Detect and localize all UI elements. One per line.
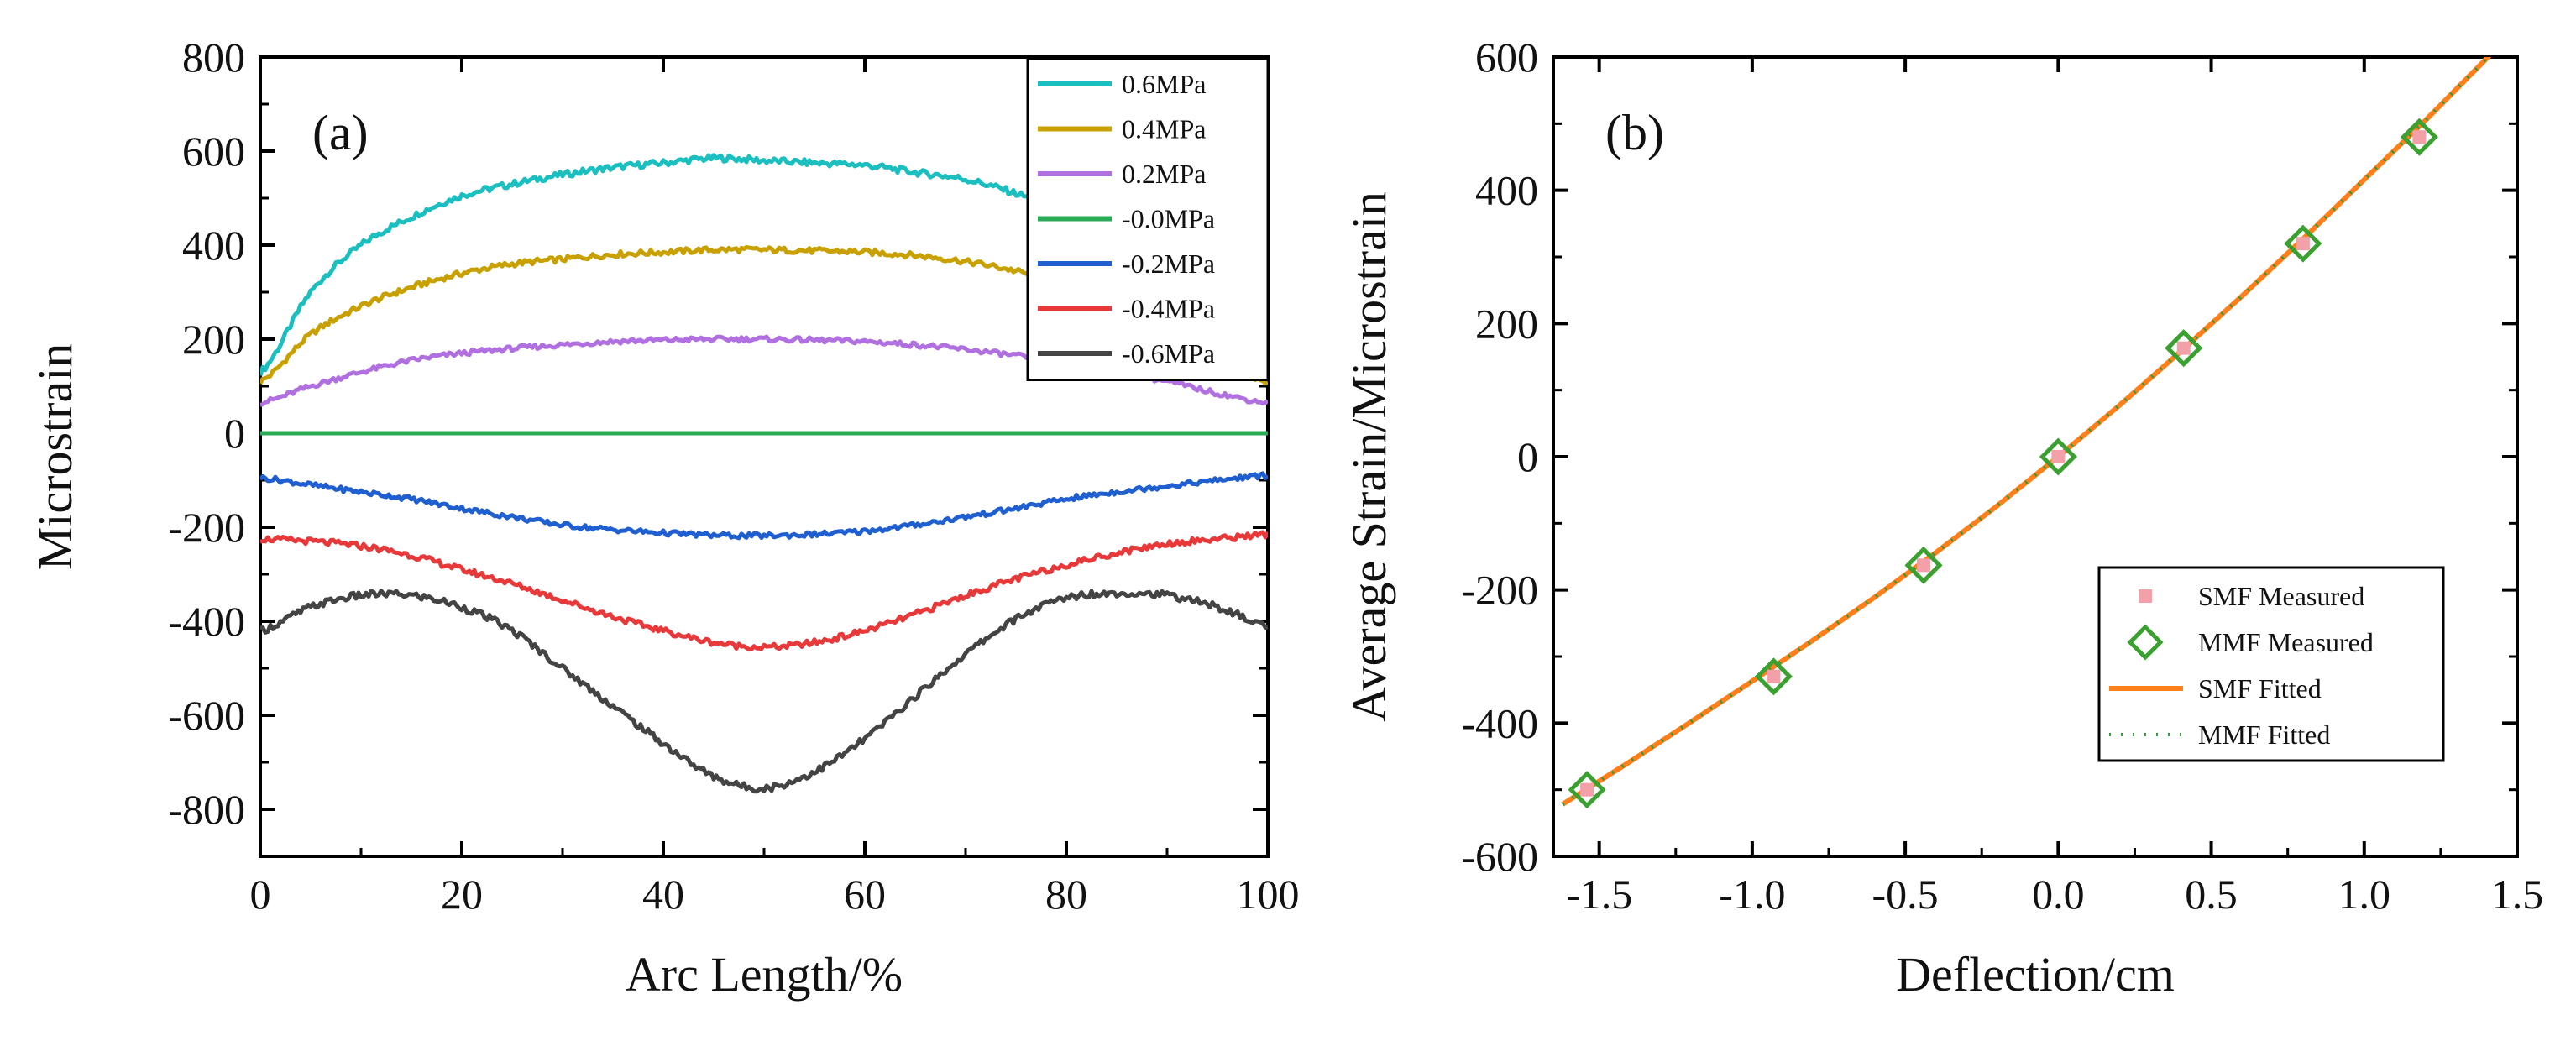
panel-a-x-tick-label: 40 [642,871,684,918]
legend-label-smfmeasured: SMF Measured [2198,581,2364,611]
panel-a-x-tick-label: 80 [1045,871,1087,918]
panel-a-y-tick-label: 200 [182,316,245,363]
legend-label-neg-0-2mpa: -0.2MPa [1122,248,1215,279]
legend-label-0-6mpa: 0.6MPa [1122,69,1206,99]
panel-b-x-tick-label: 0.5 [2185,871,2238,918]
smf-measured-point [1916,558,1930,573]
legend-label-neg-0-4mpa: -0.4MPa [1122,294,1215,324]
panel-b-y-tick-label: 200 [1475,300,1538,347]
panel-a-y-tick-label: -800 [168,786,245,833]
series-line-mmf-fitted [1561,57,2490,806]
panel-b-x-tick-label: -0.5 [1872,871,1939,918]
panel-b-chart: -1.5 -1.0 -0.5 0.0 0.5 1.0 1.5 -600 -400 -200 0 200… [1342,34,2543,1002]
panel-a-y-tick-label: 800 [182,34,245,81]
panel-a-y-tick-label: 0 [224,410,245,457]
panel-a-x-tick-label: 60 [844,871,886,918]
panel-a-y-tick-label: 400 [182,222,245,269]
panel-a-x-tick-label: 100 [1237,871,1300,918]
panel-b-y-tick-label: 400 [1475,167,1538,214]
panel-b-y-tick-label: 0 [1517,433,1538,480]
smf-measured-point [2296,237,2310,251]
smf-measured-point [1767,669,1781,683]
panel-b-x-tick-label: 1.0 [2338,871,2391,918]
mmf-measured-point [1754,657,1793,696]
panel-a-y-tick-label: -400 [168,598,245,645]
panel-b-y-axis-title: Average Strain/Microstrain [1342,191,1396,722]
mmf-measured-point [2400,118,2438,156]
smf-measured-point [2051,450,2066,463]
smf-measured-point [2412,130,2427,144]
smf-measured-point [1580,782,1594,797]
mmf-measured-point [2284,224,2322,263]
panel-b-legend-box [2097,566,2445,762]
legend-label-neg-0-6mpa: -0.6MPa [1122,338,1215,369]
panel-b-x-axis-title: Deflection/cm [1896,947,2175,1002]
legend-swatch-mmf-measured [2127,624,2164,661]
mmf-measured-point [1568,771,1606,809]
legend-label-0-2mpa: 0.2MPa [1122,159,1206,189]
legend-label-mmffitted: MMF Fitted [2198,719,2330,750]
panel-a-y-axis-title: Microstrain [28,343,82,571]
panel-b-x-tick-label: 0.0 [2032,871,2085,918]
panel-b-y-tick-label: -200 [1461,567,1538,614]
panel-b-x-tick-label: -1.5 [1566,871,1632,918]
legend-swatch-smf-measured [2139,589,2152,603]
panel-a-x-tick-label: 0 [250,871,271,918]
panel-a-x-tick-label: 20 [441,871,483,918]
panel-a-x-axis-title: Arc Length/% [626,947,903,1002]
panel-b-legend: SMF Measured MMF Measured SMF Fitted MMF Fi… [2097,566,2445,762]
mmf-measured-point [2165,329,2203,368]
panel-b-panel-label: (b) [1605,105,1664,160]
legend-label-0-4mpa: 0.4MPa [1122,114,1206,144]
panel-b-y-tick-label: -600 [1461,833,1538,880]
mmf-measured-point [1904,546,1943,584]
panel-a-y-tick-label: -200 [168,504,245,551]
panel-a-legend: 0.6MPa 0.4MPa 0.2MPa -0.0MPa -0.2MPa -0.4MPa -… [1026,57,1270,381]
legend-label-smffitted: SMF Fitted [2198,673,2322,704]
panel-b-x-tick-label: -1.0 [1719,871,1785,918]
series-line-neg-0-4mpa [260,530,1268,652]
legend-label-neg-0-0mpa: -0.0MPa [1122,204,1215,234]
panel-b-y-tick-label: 600 [1475,34,1538,81]
panel-a-chart: 0 20 40 60 80 100 -800 -600 -400 -200 0 200 400 600 80… [28,34,1300,1002]
series-line-neg-0-6mpa [260,589,1268,794]
panel-a-y-tick-label: 600 [182,128,245,175]
series-line-neg-0-2mpa [260,471,1268,541]
legend-label-mmfmeasured: MMF Measured [2198,627,2374,657]
panel-b-y-tick-label: -400 [1461,699,1538,746]
mmf-measured-point [2039,437,2077,476]
smf-measured-point [2176,341,2191,355]
panel-b-x-tick-label: 1.5 [2491,871,2544,918]
panel-a-panel-label: (a) [312,105,369,160]
panel-a-y-tick-label: -600 [168,692,245,739]
